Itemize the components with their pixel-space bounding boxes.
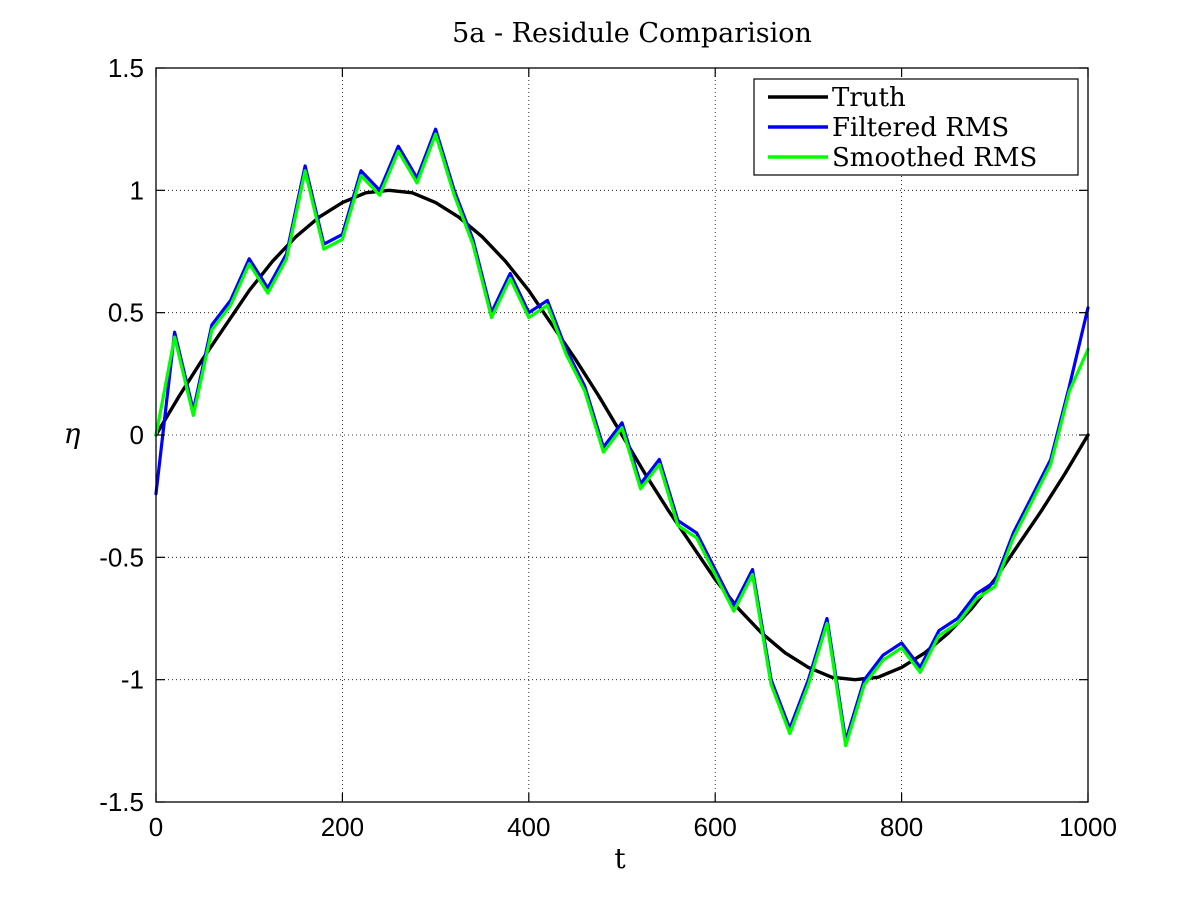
x-tick-label: 800 bbox=[880, 812, 923, 842]
x-tick-label: 400 bbox=[507, 812, 550, 842]
y-tick-label: 0 bbox=[130, 420, 144, 450]
y-tick-label: 1 bbox=[130, 175, 144, 205]
series-line-smoothed-rms bbox=[154, 132, 1090, 748]
grid-lines bbox=[156, 68, 1088, 802]
legend-label: Smoothed RMS bbox=[832, 143, 1037, 173]
legend-label: Truth bbox=[832, 83, 906, 113]
chart-title: 5a - Residule Comparision bbox=[452, 18, 812, 49]
legend-label: Filtered RMS bbox=[832, 113, 1009, 143]
x-tick-labels: 0 200 400 600 800 1000 bbox=[149, 812, 1117, 842]
x-tick-label: 0 bbox=[149, 812, 163, 842]
x-tick-label: 1000 bbox=[1059, 812, 1117, 842]
y-axis-label: η bbox=[64, 417, 81, 450]
y-tick-label: -0.5 bbox=[99, 542, 144, 572]
y-tick-label: -1.5 bbox=[99, 787, 144, 817]
y-tick-label: -1 bbox=[121, 665, 144, 695]
x-tick-label: 200 bbox=[321, 812, 364, 842]
y-tick-label: 1.5 bbox=[108, 53, 144, 83]
x-axis-label: t bbox=[614, 842, 626, 875]
x-tick-label: 600 bbox=[694, 812, 737, 842]
series-group bbox=[154, 127, 1090, 748]
y-tick-label: 0.5 bbox=[108, 298, 144, 328]
y-tick-labels: 1.5 1 0.5 0 -0.5 -1 -1.5 bbox=[99, 53, 144, 817]
ticks-group bbox=[155, 67, 1089, 803]
